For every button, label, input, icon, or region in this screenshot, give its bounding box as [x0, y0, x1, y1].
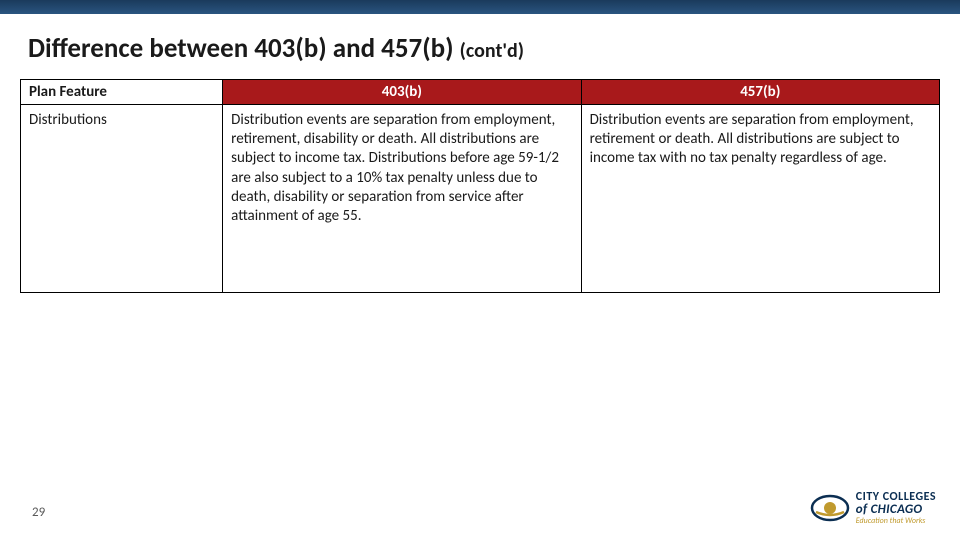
header-plan-feature: Plan Feature [21, 80, 223, 105]
cell-403b: Distribution events are separation from … [223, 105, 581, 293]
top-accent-bar [0, 0, 960, 14]
cell-feature: Distributions [21, 105, 223, 293]
slide-title: Difference between 403(b) and 457(b) (co… [0, 14, 960, 79]
logo-text: CITY COLLEGES of CHICAGO Education that … [856, 491, 936, 525]
logo-icon [810, 488, 850, 528]
page-number: 29 [32, 505, 45, 520]
footer-logo: CITY COLLEGES of CHICAGO Education that … [810, 488, 936, 528]
title-suffix: (cont'd) [460, 39, 524, 63]
header-457b: 457(b) [581, 80, 939, 105]
comparison-table: Plan Feature 403(b) 457(b) Distributions… [20, 79, 940, 293]
table-row: Distributions Distribution events are se… [21, 105, 940, 293]
comparison-table-wrap: Plan Feature 403(b) 457(b) Distributions… [0, 79, 960, 293]
table-header-row: Plan Feature 403(b) 457(b) [21, 80, 940, 105]
logo-line2: of CHICAGO [856, 503, 936, 516]
cell-457b: Distribution events are separation from … [581, 105, 939, 293]
logo-tagline: Education that Works [856, 517, 936, 525]
title-main: Difference between 403(b) and 457(b) [28, 32, 454, 65]
header-403b: 403(b) [223, 80, 581, 105]
